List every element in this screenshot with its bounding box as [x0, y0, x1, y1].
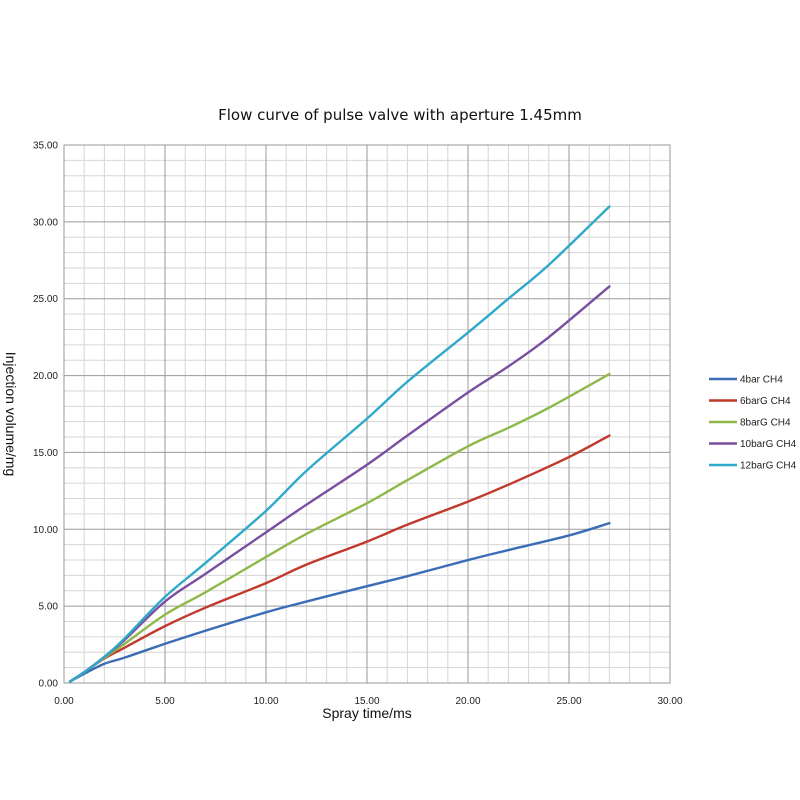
legend-label: 4bar CH4	[740, 375, 783, 386]
series-lines	[68, 205, 611, 683]
legend-item: 8barG CH4	[709, 418, 791, 429]
legend-label: 6barG CH4	[740, 396, 791, 407]
x-tick-label: 0.00	[54, 696, 74, 707]
series-line-5	[68, 205, 611, 683]
legend-label: 12barG CH4	[740, 461, 797, 472]
chart-title: Flow curve of pulse valve with aperture …	[218, 106, 582, 124]
legend: 4bar CH4 6barG CH4 8barG CH4 10barG CH4 12ba…	[709, 375, 797, 472]
x-tick-label: 15.00	[354, 696, 379, 707]
x-tick-label: 5.00	[155, 696, 175, 707]
series-line-1	[68, 521, 611, 683]
legend-label: 10barG CH4	[740, 439, 797, 450]
legend-label: 8barG CH4	[740, 418, 791, 429]
y-tick-label: 25.00	[33, 294, 58, 305]
y-axis-tick-labels: 0.00 5.00 10.00 15.00 20.00 25.00 30.00 35.00	[33, 141, 58, 690]
y-tick-label: 5.00	[39, 602, 59, 613]
y-tick-label: 35.00	[33, 141, 58, 152]
legend-item: 4bar CH4	[709, 375, 783, 386]
x-tick-label: 25.00	[556, 696, 581, 707]
legend-item: 6barG CH4	[709, 396, 791, 407]
y-tick-label: 10.00	[33, 525, 58, 536]
x-axis-title: Spray time/ms	[322, 705, 411, 721]
legend-item: 12barG CH4	[709, 461, 797, 472]
y-axis-title: Injection volume/mg	[3, 352, 19, 477]
x-tick-label: 10.00	[253, 696, 278, 707]
plot-area-border	[63, 144, 671, 684]
x-axis-tick-labels: 0.00 5.00 10.00 15.00 20.00 25.00 30.00	[54, 696, 683, 707]
x-tick-label: 20.00	[455, 696, 480, 707]
x-tick-label: 30.00	[657, 696, 682, 707]
y-tick-label: 0.00	[39, 679, 59, 690]
legend-item: 10barG CH4	[709, 439, 797, 450]
y-tick-label: 15.00	[33, 448, 58, 459]
y-tick-label: 30.00	[33, 217, 58, 228]
y-tick-label: 20.00	[33, 371, 58, 382]
